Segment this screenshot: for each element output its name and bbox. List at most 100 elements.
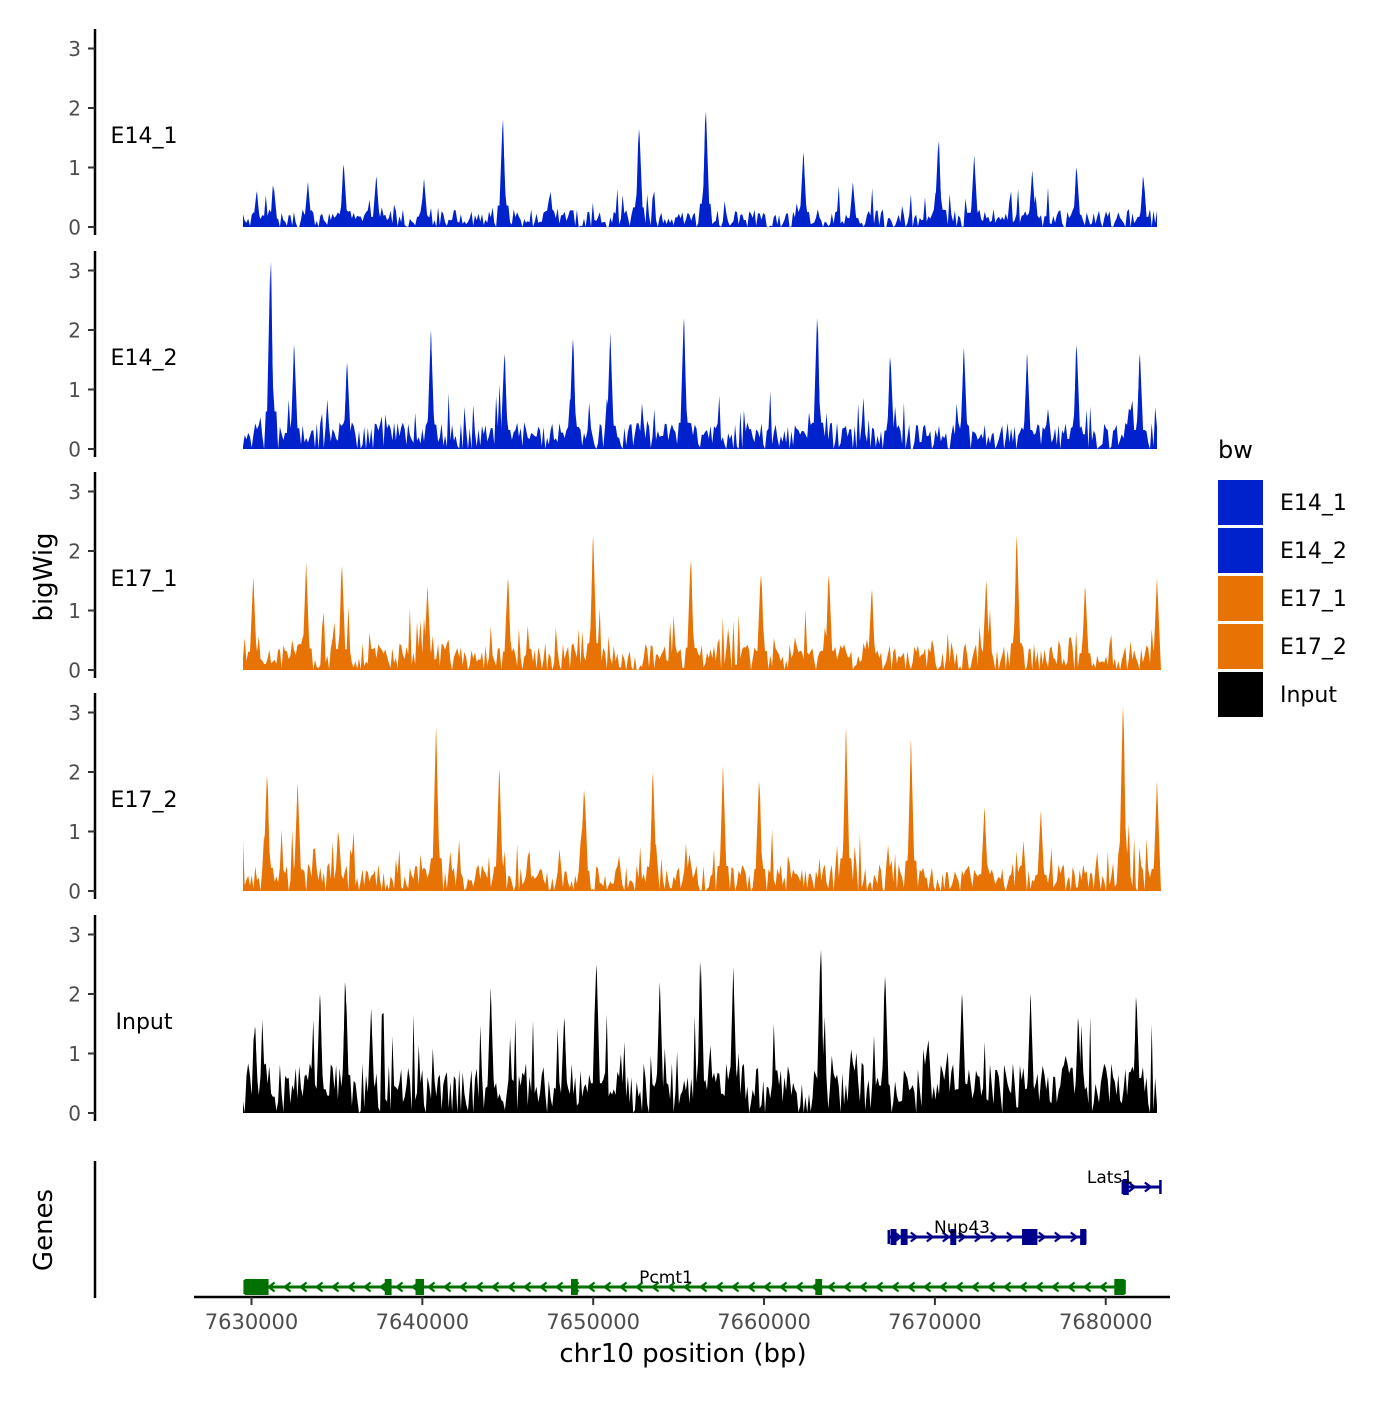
coverage-peak bbox=[503, 577, 512, 670]
gene-label: Pcmt1 bbox=[639, 1268, 693, 1288]
coverage-peak bbox=[1135, 353, 1144, 449]
legend-entry-E14_2: E14_2 bbox=[1218, 528, 1347, 573]
coverage-peak bbox=[252, 191, 261, 227]
coverage-peak bbox=[1081, 586, 1090, 670]
coverage-peak bbox=[580, 789, 589, 891]
coverage-peak bbox=[848, 182, 857, 227]
strand-arrow bbox=[362, 1281, 372, 1293]
coverage-peak bbox=[982, 580, 991, 670]
y-tick-label: 1 bbox=[68, 1042, 81, 1066]
coverage-peak bbox=[303, 182, 312, 227]
strand-arrow bbox=[890, 1281, 900, 1293]
exon bbox=[890, 1229, 897, 1245]
x-tick-label: 7640000 bbox=[376, 1310, 470, 1334]
legend-key-label: E14_1 bbox=[1280, 491, 1347, 516]
coverage-peak bbox=[266, 261, 275, 449]
legend-key-label: E14_2 bbox=[1280, 539, 1347, 564]
strand-arrow bbox=[346, 1281, 356, 1293]
coverage-peak bbox=[824, 574, 833, 670]
strand-arrow bbox=[586, 1281, 596, 1293]
coverage-peak bbox=[816, 949, 825, 1113]
coverage-peak bbox=[842, 727, 851, 891]
strand-arrow bbox=[986, 1281, 996, 1293]
coverage-peak bbox=[696, 961, 705, 1113]
y-tick-label: 2 bbox=[68, 761, 81, 785]
strand-arrow bbox=[746, 1281, 756, 1293]
strand-arrow bbox=[490, 1281, 500, 1293]
track-E14_2: 0 1 2 3 E14_2 bbox=[68, 251, 1157, 462]
strand-arrow bbox=[1054, 1231, 1063, 1243]
strand-arrow bbox=[458, 1281, 468, 1293]
y-tick-label: 3 bbox=[68, 480, 81, 504]
x-tick-label: 7660000 bbox=[717, 1310, 811, 1334]
legend-key-label: E17_1 bbox=[1280, 587, 1347, 612]
strand-arrow bbox=[970, 1281, 980, 1293]
y-tick-label: 0 bbox=[68, 438, 81, 462]
coverage-peak bbox=[495, 769, 504, 891]
strand-arrow bbox=[1066, 1281, 1076, 1293]
coverage-peak bbox=[886, 356, 895, 449]
strand-arrow bbox=[874, 1281, 884, 1293]
strand-arrow bbox=[538, 1281, 548, 1293]
strand-arrow bbox=[650, 1281, 660, 1293]
strand-arrow bbox=[778, 1281, 788, 1293]
tracks-layer: 0 1 2 3 E14_1 0 1 2 3 E14_2 0 1 2 3 E17_1 0 1 2 3 E17_2 0 1 2 3… bbox=[68, 29, 1162, 1126]
coverage-peak bbox=[420, 179, 429, 227]
coverage-peak bbox=[1118, 706, 1127, 891]
coverage-peak bbox=[1139, 176, 1148, 227]
coverage-peak bbox=[589, 536, 598, 670]
legend-key-swatch bbox=[1218, 528, 1263, 573]
coverage-peak bbox=[799, 152, 808, 227]
x-tick-label: 7680000 bbox=[1059, 1310, 1153, 1334]
legend-key-label: E17_2 bbox=[1280, 635, 1347, 660]
strand-arrow bbox=[762, 1281, 772, 1293]
y-tick-label: 2 bbox=[68, 540, 81, 564]
y-tick-label: 1 bbox=[68, 599, 81, 623]
legend-entry-E17_1: E17_1 bbox=[1218, 576, 1347, 621]
coverage-area-E14_2 bbox=[243, 261, 1157, 449]
coverage-peak bbox=[686, 559, 695, 670]
coverage-peak bbox=[367, 1008, 376, 1113]
strand-arrow bbox=[394, 1281, 404, 1293]
strand-arrow bbox=[1050, 1281, 1060, 1293]
track-label: Input bbox=[116, 1010, 173, 1035]
gene-Pcmt1: Pcmt1 bbox=[243, 1268, 1126, 1295]
exon bbox=[815, 1279, 823, 1295]
y-tick-label: 2 bbox=[68, 319, 81, 343]
strand-arrow bbox=[1128, 1181, 1137, 1193]
strand-arrow bbox=[1144, 1181, 1153, 1193]
coverage-peak bbox=[269, 185, 278, 227]
strand-arrow bbox=[794, 1281, 804, 1293]
coverage-peak bbox=[1132, 996, 1141, 1113]
coverage-peak bbox=[881, 976, 890, 1113]
strand-arrow bbox=[1018, 1281, 1028, 1293]
coverage-peak bbox=[498, 119, 507, 227]
exon bbox=[244, 1279, 269, 1295]
strand-arrow bbox=[926, 1231, 935, 1243]
strand-arrow bbox=[1006, 1231, 1015, 1243]
strand-arrow bbox=[1098, 1281, 1108, 1293]
strand-arrow bbox=[730, 1281, 740, 1293]
legend-entry-E14_1: E14_1 bbox=[1218, 480, 1347, 525]
strand-arrow bbox=[1034, 1281, 1044, 1293]
coverage-peak bbox=[341, 982, 350, 1113]
x-tick-label: 7670000 bbox=[888, 1310, 982, 1334]
coverage-peak bbox=[934, 140, 943, 227]
coverage-peak bbox=[339, 164, 348, 227]
track-E17_2: 0 1 2 3 E17_2 bbox=[68, 693, 1162, 904]
coverage-peak bbox=[290, 344, 299, 449]
coverage-peak bbox=[1028, 170, 1037, 227]
coverage-peak bbox=[343, 362, 352, 449]
legend-key-swatch bbox=[1218, 672, 1263, 717]
strand-arrow bbox=[666, 1281, 676, 1293]
strand-arrow bbox=[826, 1281, 836, 1293]
coverage-peak bbox=[423, 586, 432, 670]
strand-arrow bbox=[906, 1281, 916, 1293]
coverage-peak bbox=[813, 318, 822, 449]
coverage-peak bbox=[958, 994, 967, 1113]
strand-arrow bbox=[942, 1231, 951, 1243]
y-tick-label: 3 bbox=[68, 259, 81, 283]
coverage-peak bbox=[560, 1017, 569, 1113]
x-tick-label: 7630000 bbox=[205, 1310, 299, 1334]
